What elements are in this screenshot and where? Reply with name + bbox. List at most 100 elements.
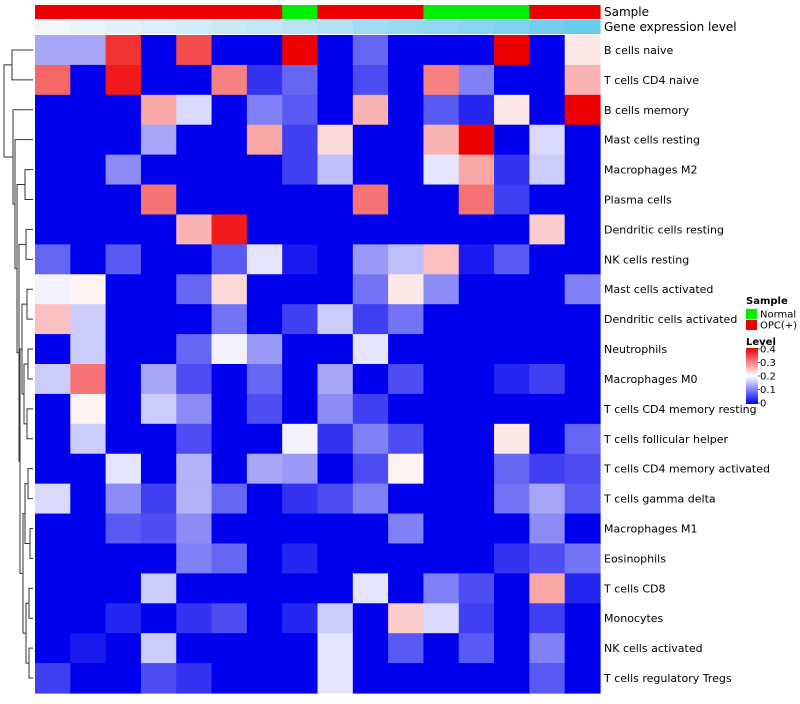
heatmap-cell bbox=[352, 453, 389, 485]
heatmap-cell bbox=[529, 154, 566, 186]
dendrogram-branch bbox=[3, 64, 13, 158]
heatmap-cell bbox=[529, 393, 566, 425]
heatmap-cell bbox=[282, 154, 319, 186]
heatmap-cell bbox=[35, 35, 71, 66]
heatmap-cell bbox=[352, 573, 389, 604]
heatmap-cell bbox=[458, 364, 495, 395]
heatmap-cell bbox=[105, 603, 142, 634]
row-label: Macrophages M0 bbox=[604, 373, 697, 386]
heatmap-cell bbox=[282, 453, 319, 485]
heatmap-cell bbox=[423, 334, 460, 365]
heatmap-cell bbox=[352, 393, 389, 425]
heatmap-cell bbox=[317, 633, 354, 664]
heatmap-cell bbox=[317, 364, 354, 395]
heatmap-cell bbox=[564, 334, 601, 365]
heatmap-cell bbox=[564, 603, 601, 634]
heatmap-cell bbox=[211, 124, 248, 156]
heatmap-cell bbox=[458, 94, 495, 126]
expression-annotation-cell bbox=[282, 20, 319, 34]
heatmap-cell bbox=[246, 453, 283, 485]
heatmap-cell bbox=[564, 364, 601, 395]
heatmap-cell bbox=[423, 483, 460, 515]
heatmap-cell bbox=[211, 573, 248, 604]
heatmap-cell bbox=[352, 633, 389, 664]
heatmap-cell bbox=[388, 663, 425, 694]
sample-legend-label: OPC(+) bbox=[760, 321, 797, 332]
sample-annotation-cell bbox=[176, 5, 213, 19]
heatmap-cell bbox=[105, 334, 142, 365]
heatmap-cell bbox=[388, 94, 425, 126]
expression-annotation-cell bbox=[317, 20, 354, 34]
row-label: Eosinophils bbox=[604, 552, 666, 565]
dendrogram-branch bbox=[26, 288, 33, 320]
heatmap-cell bbox=[246, 214, 283, 245]
sample-annotation-cell bbox=[211, 5, 248, 19]
heatmap-cell bbox=[282, 483, 319, 515]
heatmap-cell bbox=[458, 244, 495, 275]
row-label: Dendritic cells activated bbox=[604, 313, 737, 326]
heatmap-cell bbox=[35, 304, 71, 335]
heatmap-cell bbox=[70, 633, 107, 664]
dendrogram-branch bbox=[28, 587, 33, 619]
heatmap-cell bbox=[352, 334, 389, 365]
heatmap-cell bbox=[564, 423, 601, 455]
heatmap-cell bbox=[105, 364, 142, 395]
heatmap-cell bbox=[140, 663, 177, 694]
heatmap-cell bbox=[494, 513, 530, 545]
heatmap-cell bbox=[176, 274, 213, 305]
heatmap-cell bbox=[176, 154, 213, 186]
heatmap-cell bbox=[35, 453, 71, 485]
expression-annotation-cell bbox=[105, 20, 142, 34]
sample-annotation-cell bbox=[388, 5, 425, 19]
heatmap-cell bbox=[211, 603, 248, 634]
heatmap-cell bbox=[35, 513, 71, 545]
heatmap-cell bbox=[140, 214, 177, 245]
heatmap-cell bbox=[35, 364, 71, 395]
heatmap-cell bbox=[529, 214, 566, 245]
heatmap-cell bbox=[317, 334, 354, 365]
heatmap-cell bbox=[35, 154, 71, 186]
heatmap-cell bbox=[105, 453, 142, 485]
heatmap-cell bbox=[494, 633, 530, 664]
heatmap-cell bbox=[35, 663, 71, 694]
heatmap-cell bbox=[140, 64, 177, 96]
heatmap-cell bbox=[176, 453, 213, 485]
heatmap-cell bbox=[564, 124, 601, 156]
heatmap-cell bbox=[105, 423, 142, 455]
sample-legend-swatch bbox=[746, 320, 757, 330]
heatmap-cell bbox=[140, 154, 177, 186]
heatmap-cell bbox=[388, 35, 425, 66]
row-label: Plasma cells bbox=[604, 194, 672, 207]
heatmap-cell bbox=[211, 453, 248, 485]
heatmap-cell bbox=[317, 35, 354, 66]
heatmap-cell bbox=[317, 663, 354, 694]
heatmap-cell bbox=[423, 304, 460, 335]
sample-annotation-cell bbox=[352, 5, 389, 19]
heatmap-cell bbox=[458, 513, 495, 545]
heatmap-cell bbox=[529, 124, 566, 156]
row-label: NK cells activated bbox=[604, 642, 703, 655]
heatmap-cell bbox=[564, 453, 601, 485]
heatmap-cell bbox=[494, 244, 530, 275]
heatmap-cell bbox=[70, 573, 107, 604]
heatmap-cell bbox=[388, 334, 425, 365]
heatmap-cell bbox=[246, 423, 283, 455]
heatmap-cell bbox=[352, 35, 389, 66]
heatmap-cell bbox=[317, 94, 354, 126]
expression-annotation-cell bbox=[176, 20, 213, 34]
heatmap-cell bbox=[458, 154, 495, 186]
heatmap-cell bbox=[494, 663, 530, 694]
expression-annotation-cell bbox=[458, 20, 495, 34]
heatmap-cell bbox=[176, 94, 213, 126]
dendrogram-branch bbox=[25, 228, 33, 260]
heatmap-cell bbox=[564, 513, 601, 545]
heatmap-cell bbox=[70, 423, 107, 455]
heatmap-cell bbox=[176, 334, 213, 365]
heatmap-cell bbox=[70, 364, 107, 395]
heatmap-cell bbox=[105, 35, 142, 66]
heatmap-cell bbox=[529, 603, 566, 634]
heatmap-cell bbox=[246, 304, 283, 335]
heatmap-cell bbox=[564, 274, 601, 305]
heatmap-cell bbox=[211, 214, 248, 245]
